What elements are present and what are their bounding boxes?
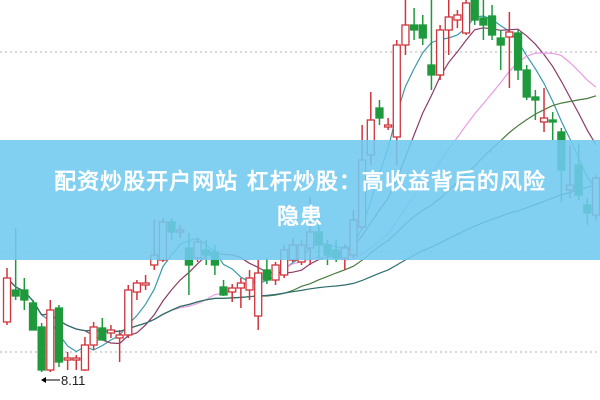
candle	[20, 278, 29, 310]
annotation-low-label: 8.11	[61, 373, 85, 388]
candle-body	[531, 96, 540, 101]
candle-body	[28, 302, 38, 331]
candle-body	[132, 282, 142, 293]
candle-body	[80, 344, 90, 371]
candle-body	[254, 272, 263, 317]
candle-body	[487, 15, 497, 36]
candle-body	[383, 124, 393, 128]
candle-body	[496, 37, 505, 46]
candle	[487, 5, 497, 40]
candle-body	[470, 0, 479, 21]
candle	[236, 278, 246, 308]
candle-body	[20, 289, 29, 301]
candle-body	[539, 117, 549, 123]
candle	[141, 275, 150, 290]
candle-body	[418, 24, 427, 39]
candle-body	[513, 32, 523, 71]
candle	[470, 0, 479, 25]
candle	[548, 112, 557, 140]
annotation-arrowhead	[41, 377, 46, 383]
title-line-1: 配资炒股开户网站 杠杆炒股：高收益背后的风险	[54, 170, 546, 195]
candle	[262, 258, 272, 284]
candle-body	[548, 119, 557, 123]
title-line-2: 隐患	[276, 205, 323, 230]
candle	[513, 30, 523, 80]
candle	[271, 262, 280, 285]
candle-body	[63, 357, 72, 361]
candle	[383, 118, 393, 130]
candle-body	[409, 24, 419, 31]
candle	[37, 323, 46, 372]
candle-body	[228, 287, 237, 293]
candle	[228, 284, 237, 302]
candle-body	[444, 16, 453, 31]
candle	[89, 322, 98, 350]
candle	[522, 65, 531, 100]
candle	[254, 260, 263, 330]
candle-body	[72, 357, 81, 361]
candle-body	[141, 282, 150, 286]
candle	[72, 355, 81, 370]
candle	[124, 285, 133, 338]
candle-body	[37, 326, 46, 371]
candle-body	[11, 289, 20, 297]
candle	[418, 15, 427, 45]
candle-body	[375, 107, 384, 119]
candle-body	[427, 64, 436, 76]
candle	[28, 300, 38, 331]
candle-body	[124, 289, 133, 336]
candle-body	[271, 264, 280, 281]
candle-body	[2, 277, 12, 323]
candle	[409, 8, 419, 40]
candle	[539, 88, 549, 132]
candle-body	[236, 282, 246, 289]
candle	[80, 337, 90, 371]
candle	[219, 280, 228, 296]
candle	[435, 25, 445, 80]
candle-body	[245, 277, 254, 291]
candle	[132, 280, 142, 300]
ma10-line	[6, 27, 597, 345]
candle-body	[522, 69, 531, 98]
candle	[46, 300, 55, 372]
low-annotation: 8.11	[41, 373, 85, 388]
candle-body	[106, 329, 116, 334]
candle	[115, 330, 124, 362]
candle-body	[461, 2, 471, 34]
title-banner: 配资炒股开户网站 杠杆炒股：高收益背后的风险 隐患	[0, 140, 600, 260]
candle	[531, 90, 540, 120]
candle-body	[262, 269, 272, 281]
candle	[54, 305, 64, 367]
candle-body	[89, 326, 98, 346]
candle	[245, 270, 254, 300]
candle-body	[453, 14, 462, 21]
candle	[505, 12, 514, 88]
candle	[98, 318, 107, 341]
candle	[496, 30, 505, 70]
candle-body	[98, 327, 107, 341]
candle-body	[392, 44, 401, 138]
candle	[375, 100, 384, 125]
candle-body	[505, 31, 514, 38]
candle-body	[115, 334, 124, 339]
candle	[63, 352, 72, 370]
candle-body	[435, 29, 445, 76]
candle-body	[54, 307, 64, 363]
candle	[401, 0, 410, 55]
candle	[427, 0, 436, 90]
candle	[461, 0, 471, 35]
candle	[479, 0, 488, 40]
candle-body	[401, 24, 410, 46]
candle-body	[479, 17, 488, 26]
candle	[2, 268, 12, 325]
candle	[444, 0, 453, 55]
candle	[453, 10, 462, 28]
candle	[106, 325, 116, 338]
candle-body	[219, 286, 228, 296]
candle-body	[46, 309, 55, 371]
